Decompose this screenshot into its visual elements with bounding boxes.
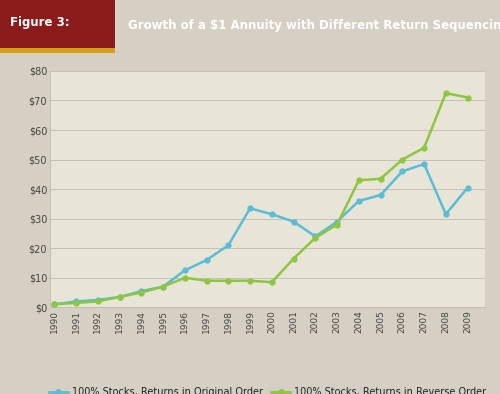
Text: Growth of a $1 Annuity with Different Return Sequencing: Growth of a $1 Annuity with Different Re…	[128, 19, 500, 32]
Bar	[0, 0, 115, 53]
Text: Figure 3:: Figure 3:	[10, 16, 70, 29]
Legend: 100% Stocks, Returns in Original Order, 100% Stocks, Returns in Reverse Order: 100% Stocks, Returns in Original Order, …	[45, 383, 490, 394]
Bar	[0, 48, 115, 53]
